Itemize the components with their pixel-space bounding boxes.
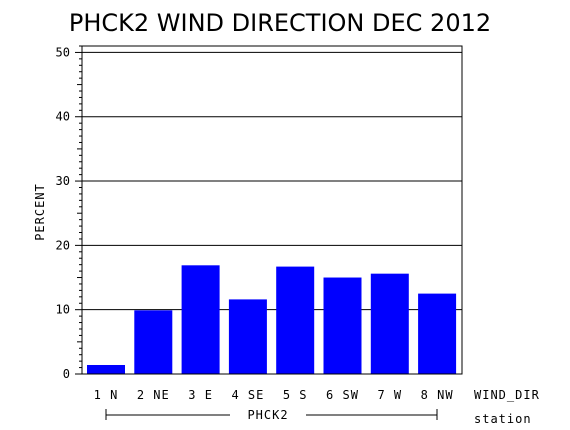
bar-1-n — [87, 364, 125, 374]
x-axis: 1 N 2 NE 3 E 4 SE 5 S 6 SW 7 W 8 NW — [94, 388, 454, 402]
y-tick-label: 30 — [56, 174, 70, 188]
gridlines — [82, 51, 462, 311]
bar-2-ne — [134, 310, 173, 374]
x-tick-label: 1 N — [94, 388, 119, 402]
y-tick-label: 10 — [56, 303, 70, 317]
x-tick-label: 3 E — [188, 388, 213, 402]
station-group-bracket: PHCK2 — [105, 408, 438, 422]
x-tick-label: 4 SE — [231, 388, 264, 402]
bar-3-e — [181, 265, 220, 374]
x-tick-label: 2 NE — [137, 388, 170, 402]
chart-title: PHCK2 WIND DIRECTION DEC 2012 — [69, 9, 491, 37]
y-tick-label: 0 — [63, 367, 70, 381]
bar-4-se — [228, 299, 267, 374]
station-axis-label: station — [474, 412, 532, 426]
y-axis: 0 10 20 30 40 50 — [56, 45, 82, 381]
x-tick-label: 6 SW — [326, 388, 359, 402]
bars — [87, 265, 457, 374]
x-tick-label: 7 W — [377, 388, 402, 402]
station-group-label: PHCK2 — [247, 408, 288, 422]
y-axis-label: PERCENT — [33, 183, 47, 241]
x-tick-label: 5 S — [283, 388, 308, 402]
bar-5-s — [276, 266, 315, 374]
plot-frame — [81, 45, 463, 375]
bar-8-nw — [418, 293, 457, 374]
x-tick-label: 8 NW — [421, 388, 454, 402]
bar-6-sw — [323, 277, 362, 374]
y-tick-label: 20 — [56, 238, 70, 252]
y-tick-label: 50 — [56, 45, 70, 59]
y-tick-label: 40 — [56, 110, 70, 124]
bar-7-w — [370, 273, 409, 374]
x-axis-label: WIND_DIR — [474, 388, 540, 402]
